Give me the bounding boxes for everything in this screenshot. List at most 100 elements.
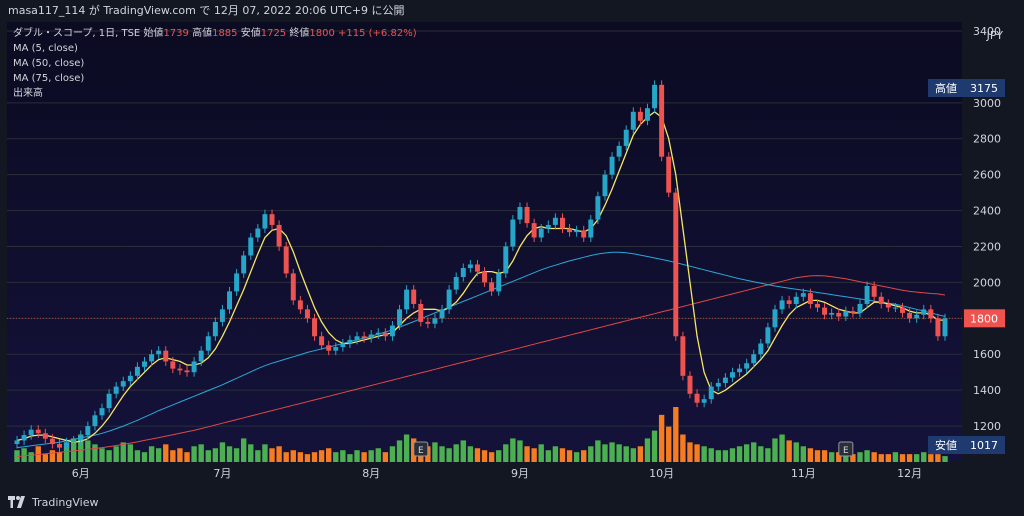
chart-area[interactable]: EE JPY3400300028002600240022002000180016… <box>7 22 1024 488</box>
legend-close-label: 終値 <box>289 26 309 39</box>
candle-body <box>14 440 20 445</box>
candle-body <box>241 255 247 274</box>
volume-bar <box>70 438 77 462</box>
candle-body <box>198 350 204 362</box>
volume-bar <box>92 444 98 462</box>
volume-bar <box>637 446 644 462</box>
volume-bar <box>269 448 275 462</box>
candle-body <box>156 350 162 355</box>
candle-body <box>878 296 884 304</box>
volume-bar <box>708 448 714 462</box>
volume-bar <box>935 454 941 462</box>
candle-body <box>453 277 459 290</box>
candle-body <box>722 377 728 383</box>
volume-bar <box>205 450 211 462</box>
volume-bar <box>864 450 870 462</box>
volume-bar <box>78 434 84 462</box>
legend-open-label: 始値 <box>143 26 163 39</box>
volume-bar <box>304 454 311 462</box>
candle-body <box>871 286 877 297</box>
candle-body <box>368 334 374 339</box>
volume-bar <box>751 442 757 462</box>
legend-change: +115 (+6.82%) <box>338 28 417 39</box>
candle-body <box>616 145 622 157</box>
candle-body <box>326 345 332 351</box>
x-tick-label: 8月 <box>362 467 380 480</box>
publish-line: masa117_114 が TradingView.com で 12月 07, … <box>8 4 405 17</box>
candle-body <box>290 273 296 301</box>
volume-bar <box>354 450 360 462</box>
candle-body <box>382 332 388 337</box>
volume-bar <box>467 446 474 462</box>
volume-bar <box>878 454 884 462</box>
x-axis[interactable]: 6月 7月 8月 9月 10月 11月 12月 <box>7 462 962 488</box>
volume-bar <box>736 446 743 462</box>
earnings-marker: E <box>838 441 854 457</box>
volume-bar <box>566 450 573 462</box>
candle-body <box>184 370 190 373</box>
volume-bar <box>240 438 247 462</box>
y-tick-label: 2800 <box>973 133 1001 146</box>
high-price-badge-value-bg <box>964 79 1005 97</box>
price-chart-svg[interactable]: EE JPY3400300028002600240022002000180016… <box>7 22 1024 488</box>
earnings-marker-label: E <box>418 446 424 456</box>
volume-bar <box>177 448 183 462</box>
ma5-line <box>16 110 945 443</box>
volume-bar <box>758 446 764 462</box>
volume-bar <box>85 440 91 462</box>
volume-bar <box>361 452 367 462</box>
volume-bar <box>56 452 63 462</box>
volume-bar <box>127 444 134 462</box>
volume-bar <box>403 434 410 462</box>
candle-body <box>347 339 353 344</box>
low-price-badge-value: 1017 <box>970 439 998 452</box>
volume-bar <box>658 414 665 462</box>
volume-bar <box>857 452 863 462</box>
plot-background <box>7 22 962 462</box>
volume-bar <box>297 452 304 462</box>
y-tick-label: 3000 <box>973 97 1001 110</box>
volume-bar <box>134 450 141 462</box>
low-price-badge: 安値 1017 <box>928 436 1005 454</box>
volume-bar <box>644 438 651 462</box>
last-price-badge-value-bg <box>964 309 1005 328</box>
candle-body <box>588 219 594 238</box>
volume-bar <box>184 452 190 462</box>
legend-indicator: MA (50, close) <box>13 58 84 69</box>
low-price-badge-label-bg <box>928 436 964 454</box>
candle-body <box>659 84 665 157</box>
volume-bar <box>729 448 736 462</box>
candle-body <box>120 381 126 387</box>
candle-body <box>503 246 509 274</box>
volume-bar <box>524 446 530 462</box>
candle-body <box>914 314 920 319</box>
candle-body <box>822 307 828 315</box>
volume-bar <box>198 444 204 462</box>
candle-body <box>255 228 261 238</box>
candle-body <box>644 108 650 121</box>
volume-bar <box>942 456 948 462</box>
volume-bar <box>21 448 27 462</box>
volume-bar <box>559 448 566 462</box>
volume-bar <box>836 452 842 462</box>
volume-bar <box>368 450 374 462</box>
volume-bar <box>921 452 927 462</box>
volume-bar <box>609 442 615 462</box>
currency-label: JPY <box>986 29 1004 42</box>
candle-body <box>319 336 325 346</box>
candle-body <box>524 206 530 224</box>
candle-body <box>149 354 155 362</box>
candle-body <box>602 174 608 197</box>
candle-body <box>333 347 339 351</box>
candle-body <box>836 312 842 317</box>
last-price-badge: 1800 <box>964 309 1005 328</box>
y-tick-label: 1400 <box>973 384 1001 397</box>
candle-body <box>559 217 565 229</box>
candle-body <box>489 282 495 292</box>
tradingview-logo-icon <box>8 496 25 508</box>
footer: TradingView <box>0 488 1024 516</box>
volume-bar <box>191 446 197 462</box>
candle-body <box>191 361 197 373</box>
volume-bar <box>503 444 509 462</box>
